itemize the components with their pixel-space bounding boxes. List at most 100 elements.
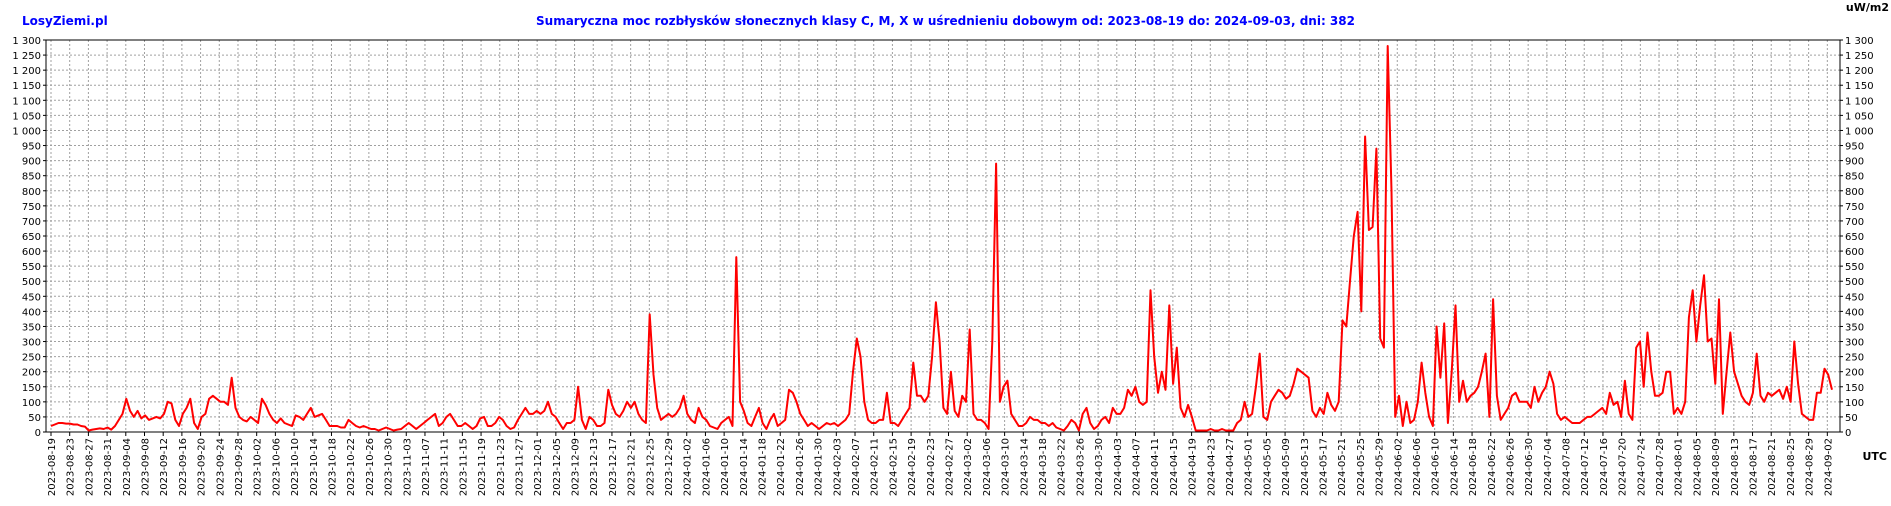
y-tick-label: 550 [22, 262, 41, 273]
x-tick-label: 2023-08-31 [103, 438, 114, 496]
y-axis-unit: uW/m2 [1845, 1, 1889, 14]
x-tick-label: 2024-02-03 [832, 438, 843, 496]
y-tick-label: 700 [22, 217, 41, 228]
x-tick-label: 2024-02-19 [907, 438, 918, 496]
x-tick-label: 2024-02-23 [926, 438, 937, 496]
y-tick-label: 1 000 [12, 126, 41, 137]
x-tick-label: 2024-05-17 [1318, 438, 1329, 496]
x-tick-label: 2024-04-03 [1113, 438, 1124, 496]
x-tick-label: 2024-01-26 [795, 438, 806, 496]
x-tick-label: 2024-01-30 [814, 438, 825, 496]
x-tick-label: 2024-05-29 [1375, 438, 1386, 496]
x-tick-label: 2023-12-13 [589, 438, 600, 496]
y-tick-label: 400 [22, 307, 41, 318]
y-tick-label: 350 [1845, 322, 1864, 333]
y-tick-label: 850 [22, 172, 41, 183]
y-tick-label: 500 [1845, 277, 1864, 288]
y-tick-label: 1 050 [12, 111, 41, 122]
y-tick-label: 750 [22, 202, 41, 213]
x-tick-label: 2024-02-15 [888, 438, 899, 496]
x-tick-label: 2024-02-11 [870, 438, 881, 496]
x-tick-label: 2023-11-27 [514, 438, 525, 496]
y-tick-label: 700 [1845, 217, 1864, 228]
x-tick-label: 2023-09-04 [122, 438, 133, 496]
x-tick-label: 2024-03-26 [1075, 438, 1086, 496]
x-axis: 2023-08-19 2023-08-23 2023-08-27 2023-08-31… [47, 432, 1834, 496]
x-tick-label: 2023-09-28 [234, 438, 245, 496]
y-tick-label: 650 [22, 232, 41, 243]
x-tick-label: 2023-11-15 [458, 438, 469, 496]
x-tick-label: 2024-05-13 [1300, 438, 1311, 496]
x-tick-label: 2024-09-02 [1823, 438, 1834, 496]
y-tick-label: 100 [1845, 398, 1864, 409]
x-tick-label: 2023-08-23 [66, 438, 77, 496]
x-tick-label: 2024-08-17 [1749, 438, 1760, 496]
y-tick-label: 50 [28, 413, 41, 424]
y-tick-label: 750 [1845, 202, 1864, 213]
y-tick-label: 1 050 [1845, 111, 1874, 122]
y-tick-label: 150 [22, 383, 41, 394]
x-tick-label: 2024-08-13 [1730, 438, 1741, 496]
series-group [50, 45, 1833, 432]
y-tick-label: 400 [1845, 307, 1864, 318]
x-tick-label: 2024-01-22 [776, 438, 787, 496]
x-tick-label: 2023-10-18 [327, 438, 338, 496]
y-tick-label: 1 300 [1845, 36, 1874, 47]
y-tick-label: 500 [22, 277, 41, 288]
x-tick-label: 2024-07-20 [1618, 438, 1629, 496]
x-tick-label: 2024-03-18 [1038, 438, 1049, 496]
x-tick-label: 2023-12-09 [571, 438, 582, 496]
x-tick-label: 2024-07-04 [1543, 438, 1554, 496]
y-tick-label: 1 100 [1845, 96, 1874, 107]
x-tick-label: 2024-08-09 [1711, 438, 1722, 496]
brand-logo-text[interactable]: LosyZiemi.pl [22, 14, 108, 28]
y-tick-label: 0 [1845, 428, 1851, 439]
chart-title: Sumaryczna moc rozbłysków słonecznych kl… [536, 14, 1355, 28]
y-tick-label: 300 [1845, 338, 1864, 349]
y-tick-label: 950 [1845, 142, 1864, 153]
y-tick-label: 450 [22, 292, 41, 303]
x-tick-label: 2023-10-10 [290, 438, 301, 496]
x-tick-label: 2024-05-09 [1281, 438, 1292, 496]
x-tick-label: 2023-09-16 [178, 438, 189, 496]
x-tick-label: 2024-03-22 [1057, 438, 1068, 496]
x-tick-label: 2024-01-14 [739, 438, 750, 496]
y-tick-label: 600 [22, 247, 41, 258]
x-tick-label: 2024-08-29 [1805, 438, 1816, 496]
x-tick-label: 2024-05-05 [1262, 438, 1273, 496]
x-tick-label: 2024-08-25 [1786, 438, 1797, 496]
y-tick-label: 100 [22, 398, 41, 409]
x-tick-label: 2023-10-22 [346, 438, 357, 496]
x-tick-label: 2024-08-05 [1692, 438, 1703, 496]
x-tick-label: 2023-12-01 [533, 438, 544, 496]
x-tick-label: 2023-10-14 [309, 438, 320, 496]
x-tick-label: 2023-12-25 [645, 438, 656, 496]
y-tick-label: 350 [22, 322, 41, 333]
x-tick-label: 2023-09-24 [215, 438, 226, 496]
x-tick-label: 2024-07-08 [1562, 438, 1573, 496]
x-tick-label: 2024-03-14 [1019, 438, 1030, 496]
y-tick-label: 1 200 [1845, 66, 1874, 77]
x-tick-label: 2023-12-21 [627, 438, 638, 496]
x-tick-label: 2024-04-11 [1150, 438, 1161, 496]
y-tick-label: 550 [1845, 262, 1864, 273]
y-tick-label: 150 [1845, 383, 1864, 394]
y-tick-label: 0 [35, 428, 41, 439]
x-tick-label: 2024-04-19 [1188, 438, 1199, 496]
x-tick-label: 2023-11-03 [402, 438, 413, 496]
x-tick-label: 2024-01-02 [683, 438, 694, 496]
x-tick-label: 2023-08-27 [84, 438, 95, 496]
x-tick-label: 2024-06-10 [1431, 438, 1442, 496]
x-tick-label: 2024-07-24 [1636, 438, 1647, 496]
x-tick-label: 2024-02-07 [851, 438, 862, 496]
series-line [50, 45, 1833, 432]
y-tick-label: 200 [22, 368, 41, 379]
x-tick-label: 2024-01-18 [758, 438, 769, 496]
x-tick-label: 2023-09-12 [159, 438, 170, 496]
y-axis-left: 0 50 100 150 200 250 300 350 400 450 500 550 600 650 7… [12, 36, 46, 439]
x-tick-label: 2024-06-22 [1487, 438, 1498, 496]
x-tick-label: 2024-07-28 [1655, 438, 1666, 496]
y-tick-label: 600 [1845, 247, 1864, 258]
x-tick-label: 2024-08-21 [1767, 438, 1778, 496]
y-tick-label: 250 [22, 353, 41, 364]
